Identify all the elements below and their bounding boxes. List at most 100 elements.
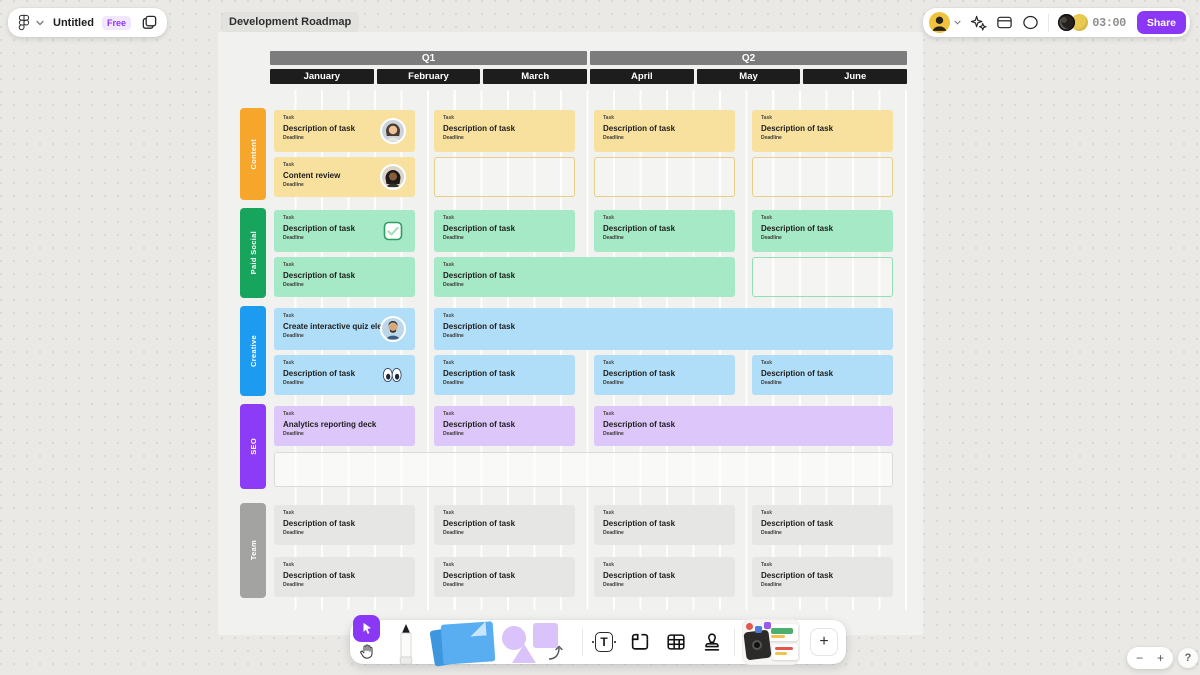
- card-title: Description of task: [443, 419, 516, 429]
- file-title[interactable]: Untitled: [53, 16, 94, 29]
- stamp-tool[interactable]: [698, 628, 726, 656]
- shape-triangle-tool[interactable]: [512, 644, 536, 663]
- task-card[interactable]: Task Description of task Deadline: [434, 210, 575, 252]
- sticky-note-tool[interactable]: [429, 620, 496, 667]
- quarter-header-q1[interactable]: Q1: [270, 51, 587, 65]
- stamp-icon: [704, 633, 720, 651]
- figma-logo-icon[interactable]: [18, 14, 30, 31]
- user-avatar[interactable]: [929, 12, 951, 33]
- card-task-label: Task: [761, 562, 773, 568]
- template-card: [772, 644, 798, 660]
- task-card[interactable]: Task Description of task Deadline: [434, 505, 575, 545]
- task-card[interactable]: Task Analytics reporting deck Deadline: [274, 406, 415, 446]
- share-button[interactable]: Share: [1136, 11, 1186, 34]
- card-title: Create interactive quiz element: [283, 321, 401, 331]
- task-card[interactable]: Task Description of task Deadline: [752, 210, 893, 252]
- layouts-icon[interactable]: [996, 14, 1013, 31]
- help-button[interactable]: ?: [1178, 648, 1198, 668]
- section-title-tab[interactable]: Development Roadmap: [222, 13, 359, 31]
- row-label-team[interactable]: Team: [240, 503, 266, 598]
- card-title: Description of task: [443, 123, 516, 133]
- task-card[interactable]: Task Description of task Deadline: [752, 355, 893, 395]
- roadmap-section[interactable]: Q1 Q2 January February March April May June Co…: [218, 32, 923, 635]
- chevron-down-icon[interactable]: [36, 20, 44, 26]
- task-card[interactable]: Task Content review Deadline: [274, 157, 415, 197]
- card-deadline-label: Deadline: [603, 431, 624, 437]
- empty-cell[interactable]: [274, 452, 893, 487]
- task-card[interactable]: Task Create interactive quiz element Deadl…: [274, 308, 415, 350]
- zoom-in-button[interactable]: +: [1150, 647, 1171, 669]
- task-card[interactable]: Task Description of task Deadline: [752, 557, 893, 597]
- month-header-june[interactable]: June: [803, 69, 908, 84]
- card-task-label: Task: [761, 115, 773, 121]
- task-card[interactable]: Task Description of task Deadline: [594, 210, 735, 252]
- chat-bubble-icon[interactable]: [1022, 14, 1039, 31]
- task-card[interactable]: Task Description of task Deadline: [274, 355, 415, 395]
- card-deadline-label: Deadline: [603, 235, 624, 241]
- row-label-creative[interactable]: Creative: [240, 306, 266, 396]
- row-label-text: Paid Social: [248, 231, 258, 275]
- task-card[interactable]: Task Description of task Deadline: [752, 505, 893, 545]
- empty-cell[interactable]: [594, 157, 735, 197]
- card-task-label: Task: [443, 313, 455, 319]
- hand-tool[interactable]: [358, 643, 376, 661]
- task-card[interactable]: Task Description of task Deadline: [274, 210, 415, 252]
- template-camera: [743, 629, 772, 661]
- task-card[interactable]: Task Description of task Deadline: [594, 505, 735, 545]
- month-header-february[interactable]: February: [376, 69, 481, 84]
- task-card[interactable]: Task Description of task Deadline: [274, 110, 415, 152]
- templates-tool[interactable]: [742, 619, 800, 665]
- task-card[interactable]: Task Description of task Deadline: [434, 406, 575, 446]
- shape-square-tool[interactable]: [533, 623, 558, 648]
- task-card[interactable]: Task Description of task Deadline: [594, 355, 735, 395]
- task-card[interactable]: Task Description of task Deadline: [274, 257, 415, 297]
- task-card[interactable]: Task Description of task Deadline: [752, 110, 893, 152]
- task-card[interactable]: Task Description of task Deadline: [434, 110, 575, 152]
- text-tool[interactable]: T: [590, 628, 618, 656]
- task-card[interactable]: Task Description of task Deadline: [434, 308, 893, 350]
- timer-widget[interactable]: 03:00: [1058, 14, 1126, 31]
- divider: [1048, 13, 1050, 32]
- select-tool[interactable]: [353, 615, 380, 642]
- boards-icon[interactable]: [141, 14, 158, 31]
- ai-sparkles-icon[interactable]: [970, 14, 987, 31]
- card-title: Description of task: [761, 570, 834, 580]
- empty-cell[interactable]: [752, 257, 893, 297]
- quarter-header-q2[interactable]: Q2: [590, 51, 907, 65]
- zoom-out-button[interactable]: −: [1129, 647, 1150, 669]
- card-deadline-label: Deadline: [443, 582, 464, 588]
- month-header-row: January February March April May June: [270, 69, 908, 84]
- table-tool[interactable]: [662, 628, 690, 656]
- card-deadline-label: Deadline: [761, 582, 782, 588]
- card-task-label: Task: [443, 360, 455, 366]
- marker-tool[interactable]: [396, 624, 416, 664]
- task-card[interactable]: Task Description of task Deadline: [594, 406, 893, 446]
- month-header-april[interactable]: April: [590, 69, 694, 84]
- task-card[interactable]: Task Description of task Deadline: [434, 355, 575, 395]
- card-task-label: Task: [283, 215, 295, 221]
- section-tool[interactable]: [626, 628, 654, 656]
- row-label-seo[interactable]: SEO: [240, 404, 266, 489]
- more-tools-button[interactable]: +: [810, 628, 838, 656]
- task-card[interactable]: Task Description of task Deadline: [594, 557, 735, 597]
- row-label-paid-social[interactable]: Paid Social: [240, 208, 266, 298]
- task-card[interactable]: Task Description of task Deadline: [274, 557, 415, 597]
- month-header-march[interactable]: March: [483, 69, 588, 84]
- task-card[interactable]: Task Description of task Deadline: [274, 505, 415, 545]
- empty-cell[interactable]: [434, 157, 575, 197]
- chevron-down-icon[interactable]: [954, 20, 961, 25]
- month-header-may[interactable]: May: [696, 69, 801, 84]
- plan-badge: Free: [101, 15, 131, 30]
- card-deadline-label: Deadline: [283, 333, 304, 339]
- task-card[interactable]: Task Description of task Deadline: [434, 257, 735, 297]
- month-header-january[interactable]: January: [270, 69, 374, 84]
- card-task-label: Task: [283, 510, 295, 516]
- task-card[interactable]: Task Description of task Deadline: [594, 110, 735, 152]
- card-title: Description of task: [443, 368, 516, 378]
- card-task-label: Task: [603, 562, 615, 568]
- connector-tool[interactable]: [547, 645, 567, 662]
- empty-cell[interactable]: [752, 157, 893, 197]
- task-card[interactable]: Task Description of task Deadline: [434, 557, 575, 597]
- row-label-content[interactable]: Content: [240, 108, 266, 200]
